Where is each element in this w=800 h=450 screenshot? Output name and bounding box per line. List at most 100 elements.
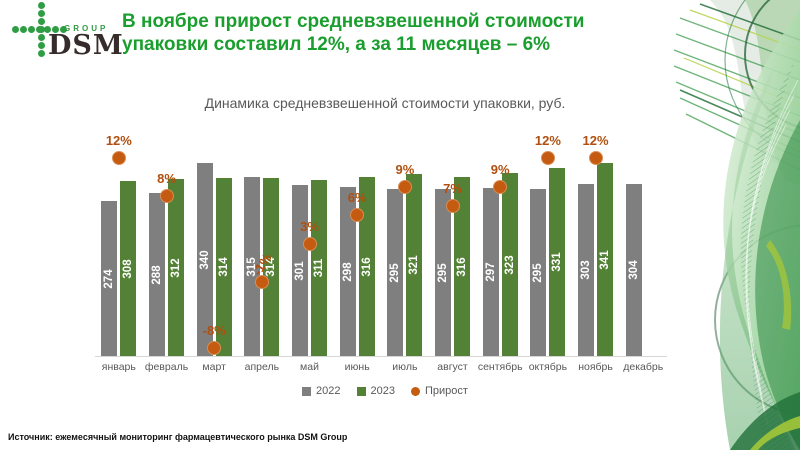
bar-2023: 311 [311,180,328,356]
month-label: март [202,361,226,373]
bar-2022: 295 [387,189,404,356]
bar-2023: 308 [120,181,137,356]
bar-group-март: 340 314 -8% март [190,117,238,373]
bar-2023: 314 [263,178,280,356]
month-label: январь [101,361,136,373]
bar-2022: 315 [244,177,261,356]
bar-group-октябрь: 295 331 12% октябрь [524,117,572,373]
growth-label: 12% [582,133,609,148]
legend-swatch-2022 [302,386,312,396]
slide-title: В ноябре прирост средневзвешенной стоимо… [122,11,585,56]
bar-2023: 331 [549,168,566,356]
bar-2022: 340 [196,163,213,356]
month-label: сентябрь [477,361,523,373]
dsm-group-logo: GROUP DSM [12,2,124,64]
bar-2022: 301 [292,185,309,356]
bar-value-label: 304 [627,260,640,280]
bar-group-август: 295 316 7% август [429,117,477,373]
growth-dot [397,179,412,194]
bar-value-label: 295 [532,262,545,283]
bar-value-label: 314 [217,257,230,277]
bar-value-label: 340 [198,249,211,270]
bar-2022: 298 [339,187,356,356]
bar-value-label: 323 [503,254,516,275]
growth-dot [254,274,269,289]
legend-swatch-growth [411,386,420,396]
bar-2023: 314 [215,178,232,356]
growth-label: 3% [300,218,319,234]
logo-dsm-label: DSM [48,30,124,61]
legend-item-2022: 2022 [302,385,341,397]
bar-2022: 288 [149,193,165,356]
green-waves-decoration [673,0,800,450]
bar-2022: 297 [482,188,499,356]
bar-value-label: 298 [341,261,354,282]
bar-value-label: 295 [389,262,402,283]
bar-value-label: 301 [294,260,307,281]
bar-value-label: 303 [580,260,593,280]
bar-2023: 316 [454,177,471,356]
growth-label: 9% [490,161,510,177]
bar-group-ноябрь: 303 341 12% ноябрь [572,117,620,373]
growth-dot [445,198,460,213]
growth-dot [588,151,603,165]
bar-2023: 341 [597,163,614,356]
source-note: Источник: ежемесячный мониторинг фармаце… [8,432,348,442]
month-label: декабрь [623,361,664,373]
legend-item-2023: 2023 [356,385,395,397]
legend-label-2022: 2022 [316,385,341,397]
bar-value-label: 295 [437,262,450,283]
bar-2022: 295 [530,189,547,356]
bar-group-декабрь: 304 декабрь [619,117,667,373]
bar-value-label: 288 [151,264,163,285]
growth-label: 6% [347,190,367,205]
growth-label: 12% [534,133,561,148]
growth-dot [207,341,222,355]
logo-group-label: GROUP [64,24,109,33]
bar-2022: 274 [101,201,118,356]
bar-group-сентябрь: 297 323 9% сентябрь [476,117,524,374]
month-label: август [437,361,468,373]
bar-2022: 295 [435,189,452,356]
bar-value-label: 274 [103,268,116,289]
bar-2023: 312 [168,179,184,356]
growth-label: 12% [105,133,132,148]
growth-dot [111,151,126,165]
month-label: май [300,361,319,373]
bar-value-label: 311 [313,258,326,278]
bar-value-label: 312 [170,257,182,278]
month-label: ноябрь [578,361,613,373]
bar-group-май: 301 311 3% май [286,117,334,373]
bar-value-label: 297 [484,262,497,282]
growth-dot [493,179,508,194]
bar-group-апрель: 315 314 -1% апрель [238,117,286,373]
month-label: октябрь [528,361,568,373]
bar-value-label: 331 [551,252,564,272]
month-label: июнь [344,361,370,373]
bar-2023: 316 [358,177,375,356]
growth-dot [302,236,317,251]
bar-2023: 323 [501,173,518,356]
legend-label-growth: Прирост [425,385,468,397]
growth-label: 7% [443,180,462,196]
growth-dot [350,208,365,222]
growth-label: -8% [202,323,226,338]
chart-legend: 2022 2023 Прирост [95,385,675,397]
bar-2022: 303 [578,184,595,356]
growth-label: 9% [395,161,415,177]
bar-2023: 321 [406,174,423,356]
bar-value-label: 316 [456,256,469,277]
chart-title: Динамика средневзвешенной стоимости упак… [204,95,566,111]
legend-item-growth: Прирост [411,385,468,397]
chart: Динамика средневзвешенной стоимости упак… [95,95,675,397]
bar-group-февраль: 288 312 8% февраль [143,117,191,373]
month-label: апрель [244,361,280,373]
growth-label: 8% [157,171,176,186]
bar-group-июль: 295 321 9% июль [381,117,429,373]
month-label: февраль [144,361,189,373]
bar-value-label: 341 [599,249,612,270]
bar-group-январь: 274 308 12% январь [95,117,143,373]
bar-group-июнь: 298 316 6% июнь [333,117,381,373]
legend-label-2023: 2023 [370,385,395,397]
dsm-cross-icon [12,2,74,60]
